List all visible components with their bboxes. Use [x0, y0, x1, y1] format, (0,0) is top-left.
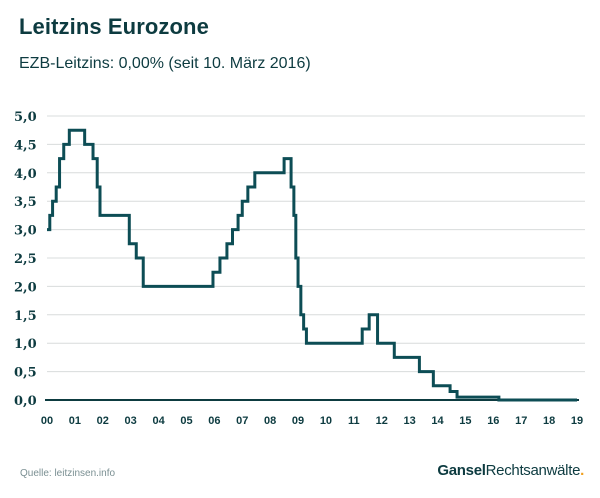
x-tick-label: 00 [41, 415, 53, 427]
y-tick-label: 3,0 [14, 224, 37, 239]
x-tick-label: 07 [236, 415, 248, 427]
brand-logo: GanselRechtsanwälte. [437, 462, 584, 479]
y-tick-label: 2,0 [14, 280, 37, 295]
y-tick-label: 0,5 [14, 366, 37, 381]
y-tick-label: 1,0 [14, 337, 37, 352]
x-tick-label: 19 [571, 415, 583, 427]
x-tick-label: 05 [180, 415, 192, 427]
x-tick-label: 08 [264, 415, 276, 427]
logo-part-2: Rechtsanwälte [485, 462, 581, 479]
x-tick-label: 14 [431, 415, 444, 427]
chart-subtitle: EZB-Leitzins: 0,00% (seit 10. März 2016) [19, 55, 311, 72]
y-tick-label: 4,5 [14, 138, 37, 153]
chart-title: Leitzins Eurozone [19, 14, 209, 39]
source-note: Quelle: leitzinsen.info [20, 468, 116, 479]
x-tick-label: 17 [515, 415, 527, 427]
series-line [47, 128, 577, 402]
y-tick-label: 5,0 [14, 110, 37, 125]
y-tick-label: 4,0 [14, 167, 37, 182]
x-tick-label: 16 [487, 415, 499, 427]
y-tick-label: 3,5 [14, 195, 37, 210]
x-tick-label: 18 [543, 415, 555, 427]
logo-dot: . [580, 462, 584, 479]
y-tick-label: 0,0 [14, 394, 37, 409]
logo-part-1: Gansel [437, 462, 486, 479]
y-tick-label: 2,5 [14, 252, 37, 267]
x-tick-label: 01 [69, 415, 81, 427]
x-tick-label: 03 [125, 415, 137, 427]
x-tick-label: 12 [376, 415, 388, 427]
x-tick-label: 10 [320, 415, 332, 427]
x-tick-label: 09 [292, 415, 304, 427]
x-tick-label: 15 [459, 415, 471, 427]
y-tick-label: 1,5 [14, 309, 37, 324]
x-tick-label: 02 [97, 415, 109, 427]
x-tick-label: 04 [152, 415, 165, 427]
x-tick-label: 06 [208, 415, 220, 427]
x-tick-label: 13 [404, 415, 416, 427]
x-tick-label: 11 [348, 415, 360, 427]
